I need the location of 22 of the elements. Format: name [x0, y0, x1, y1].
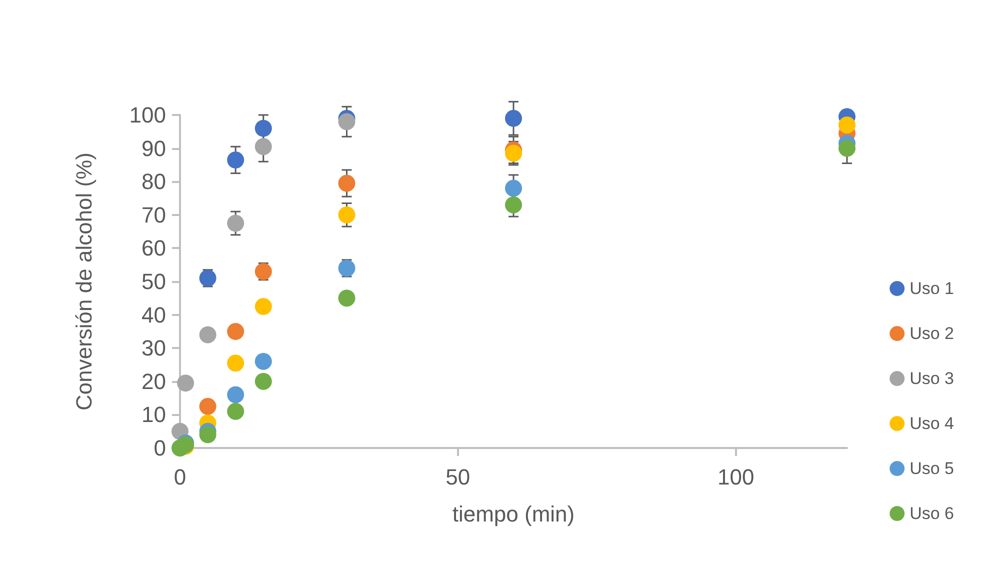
x-axis-title: tiempo (min): [452, 502, 575, 526]
y-tick-label: 70: [142, 202, 166, 228]
y-tick-label: 0: [154, 436, 166, 460]
legend-label: Uso 1: [910, 279, 954, 298]
legend-label: Uso 2: [910, 324, 954, 343]
legend-label: Uso 5: [910, 459, 954, 478]
y-tick-label: 100: [129, 102, 166, 128]
y-tick-label: 30: [142, 336, 166, 361]
legend-label: Uso 6: [910, 504, 954, 523]
y-tick-label: 10: [142, 402, 166, 428]
y-tick-label: 50: [142, 269, 166, 294]
y-tick-label: 20: [142, 368, 166, 394]
y-tick-label: 80: [142, 169, 166, 194]
x-tick-label: 100: [717, 464, 754, 490]
y-tick-label: 60: [142, 236, 166, 261]
y-axis-title: Conversión de alcohol (%): [72, 152, 96, 411]
legend-label: Uso 4: [910, 414, 954, 433]
legend-label: Uso 3: [910, 369, 954, 388]
y-tick-label: 90: [142, 136, 166, 161]
y-tick-label: 40: [142, 302, 166, 328]
x-tick-label: 0: [174, 464, 186, 490]
x-tick-label: 50: [446, 464, 470, 490]
